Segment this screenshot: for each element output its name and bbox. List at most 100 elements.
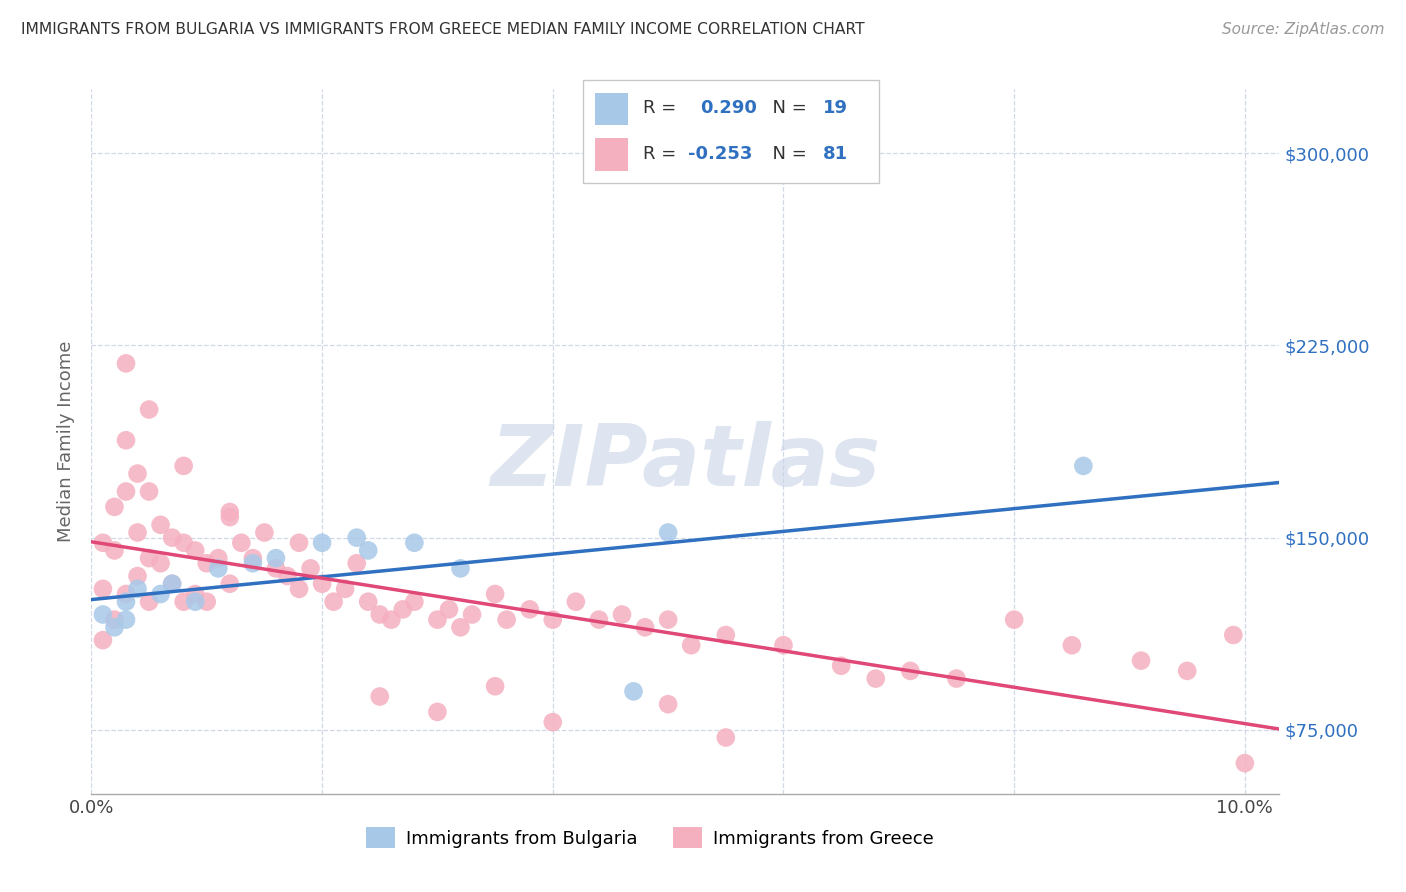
Point xyxy=(865,672,887,686)
Point xyxy=(772,638,794,652)
Text: Source: ZipAtlas.com: Source: ZipAtlas.com xyxy=(1222,22,1385,37)
Point xyxy=(426,613,449,627)
Point xyxy=(103,620,125,634)
Text: N =: N = xyxy=(761,100,813,118)
Point xyxy=(160,531,183,545)
Point xyxy=(276,569,298,583)
Point xyxy=(195,556,218,570)
Point xyxy=(945,672,967,686)
Point xyxy=(264,551,287,566)
Point xyxy=(231,535,253,549)
Point xyxy=(115,587,138,601)
Point xyxy=(634,620,657,634)
Point xyxy=(541,715,564,730)
Point xyxy=(91,633,114,648)
Point xyxy=(149,517,172,532)
Point xyxy=(173,458,195,473)
Point xyxy=(207,551,229,566)
Point xyxy=(714,628,737,642)
Point xyxy=(160,576,183,591)
Point xyxy=(218,510,240,524)
FancyBboxPatch shape xyxy=(583,80,879,183)
Point xyxy=(160,576,183,591)
Point xyxy=(149,587,172,601)
Text: ZIPatlas: ZIPatlas xyxy=(491,421,880,504)
Point xyxy=(623,684,645,698)
Point xyxy=(357,595,380,609)
Point xyxy=(322,595,344,609)
Point xyxy=(1222,628,1244,642)
Point xyxy=(173,595,195,609)
Point xyxy=(103,613,125,627)
Point xyxy=(207,561,229,575)
Legend: Immigrants from Bulgaria, Immigrants from Greece: Immigrants from Bulgaria, Immigrants fro… xyxy=(359,820,941,855)
Point xyxy=(681,638,703,652)
Text: N =: N = xyxy=(761,145,813,162)
Point xyxy=(484,679,506,693)
Y-axis label: Median Family Income: Median Family Income xyxy=(56,341,75,542)
Point xyxy=(195,595,218,609)
Point xyxy=(426,705,449,719)
Point xyxy=(657,697,679,711)
Point xyxy=(541,613,564,627)
Point xyxy=(103,500,125,514)
Point xyxy=(138,402,160,417)
Point xyxy=(138,551,160,566)
Point xyxy=(184,543,207,558)
Point xyxy=(184,595,207,609)
Point xyxy=(346,531,368,545)
Text: R =: R = xyxy=(643,145,682,162)
Point xyxy=(91,607,114,622)
Point xyxy=(149,556,172,570)
Point xyxy=(1130,654,1153,668)
Text: 19: 19 xyxy=(823,100,848,118)
Text: -0.253: -0.253 xyxy=(689,145,752,162)
Point xyxy=(1060,638,1083,652)
Point xyxy=(311,535,333,549)
Point xyxy=(127,525,149,540)
Point xyxy=(115,434,138,448)
Point xyxy=(264,561,287,575)
Point xyxy=(380,613,402,627)
Point xyxy=(484,587,506,601)
Text: 81: 81 xyxy=(823,145,848,162)
Text: IMMIGRANTS FROM BULGARIA VS IMMIGRANTS FROM GREECE MEDIAN FAMILY INCOME CORRELAT: IMMIGRANTS FROM BULGARIA VS IMMIGRANTS F… xyxy=(21,22,865,37)
Point xyxy=(1175,664,1198,678)
Point xyxy=(450,561,472,575)
Point xyxy=(311,576,333,591)
Point xyxy=(115,613,138,627)
Point xyxy=(127,467,149,481)
Point xyxy=(288,535,311,549)
Point xyxy=(610,607,633,622)
Point xyxy=(242,551,264,566)
Point xyxy=(333,582,356,596)
Point xyxy=(898,664,921,678)
Point xyxy=(288,582,311,596)
Point xyxy=(830,658,852,673)
Point xyxy=(404,595,426,609)
Point xyxy=(346,556,368,570)
Bar xyxy=(595,137,627,170)
Point xyxy=(91,535,114,549)
Point xyxy=(357,543,380,558)
Point xyxy=(127,582,149,596)
Point xyxy=(495,613,517,627)
Point xyxy=(115,595,138,609)
Point xyxy=(218,505,240,519)
Point xyxy=(1073,458,1095,473)
Point xyxy=(450,620,472,634)
Bar xyxy=(595,93,627,126)
Point xyxy=(115,484,138,499)
Point xyxy=(218,576,240,591)
Point xyxy=(103,543,125,558)
Point xyxy=(138,595,160,609)
Point xyxy=(91,582,114,596)
Point xyxy=(242,556,264,570)
Point xyxy=(173,535,195,549)
Point xyxy=(368,607,391,622)
Point xyxy=(657,525,679,540)
Point xyxy=(368,690,391,704)
Point xyxy=(138,484,160,499)
Point xyxy=(588,613,610,627)
Point xyxy=(299,561,322,575)
